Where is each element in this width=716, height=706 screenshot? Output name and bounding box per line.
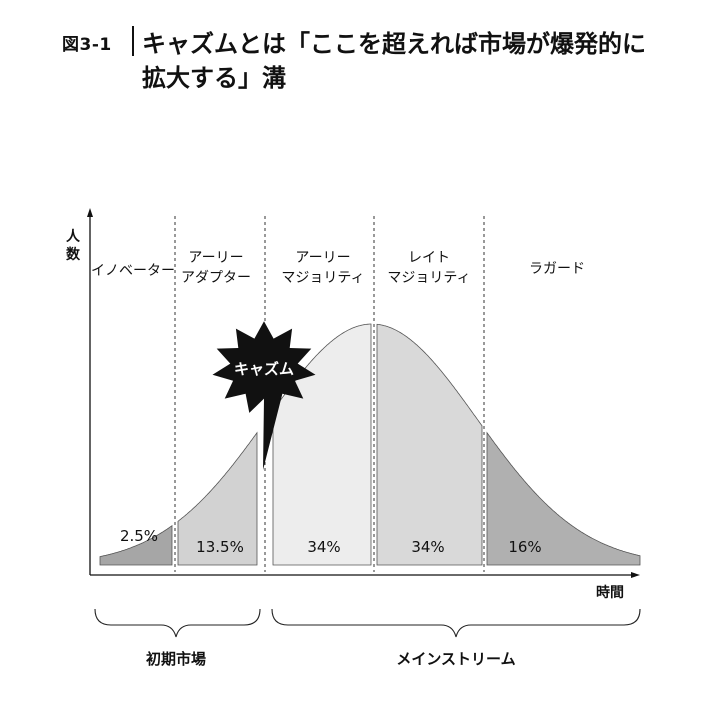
- segment-early-majority-label-1: アーリー: [295, 250, 350, 266]
- segment-innovators-area: [99, 524, 173, 566]
- segment-early-majority-percent: 34%: [307, 538, 340, 556]
- segment-innovators-percent: 2.5%: [120, 527, 158, 545]
- segment-early-adopters-area: [177, 431, 258, 566]
- segment-late-majority-area: [376, 323, 483, 566]
- segment-early-adopters-percent: 13.5%: [196, 538, 244, 556]
- figure-title-line-2: 拡大する」溝: [142, 64, 286, 92]
- segment-laggards-percent: 16%: [508, 538, 541, 556]
- segment-laggards-area: [486, 431, 641, 566]
- segment-early-majority-label-2: マジョリティ: [281, 270, 364, 286]
- x-axis-arrow: [631, 572, 640, 578]
- early-market-brace: [94, 608, 261, 638]
- chasm-label: キャズム: [234, 360, 294, 378]
- segment-late-majority-label-1: レイト: [408, 250, 450, 266]
- figure-label: 図3-1: [62, 35, 112, 55]
- x-axis-label: 時間: [596, 584, 624, 601]
- title-divider: [132, 26, 134, 56]
- segment-late-majority-percent: 34%: [411, 538, 444, 556]
- segment-early-adopters-label-1: アーリー: [188, 250, 243, 266]
- y-axis-arrow: [87, 208, 93, 217]
- chasm-burst: [212, 321, 316, 470]
- mainstream-market-label: メインストリーム: [396, 650, 515, 668]
- segment-laggards-label: ラガード: [529, 261, 585, 277]
- mainstream-market-brace: [271, 608, 641, 638]
- segment-early-adopters-label-2: アダプター: [181, 270, 251, 286]
- early-market-label: 初期市場: [146, 650, 206, 668]
- segment-late-majority-label-2: マジョリティ: [387, 270, 470, 286]
- y-axis-label-2: 数: [66, 246, 81, 263]
- figure-title-line-1: キャズムとは「ここを超えれば市場が爆発的に: [142, 30, 646, 58]
- segment-innovators-label: イノベーター: [91, 263, 175, 279]
- y-axis-label-1: 人: [66, 228, 81, 245]
